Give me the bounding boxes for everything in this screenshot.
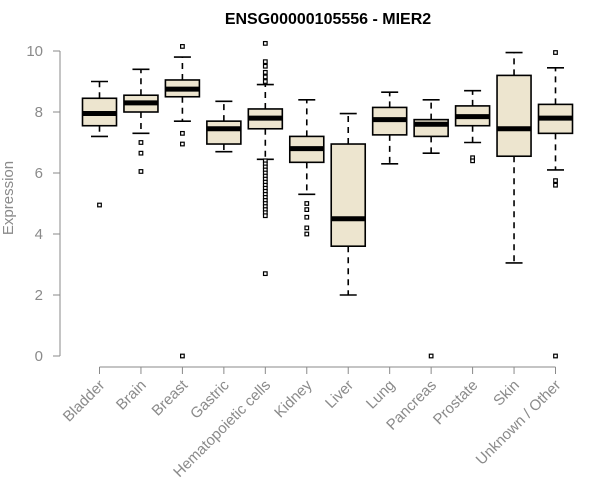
outlier-point bbox=[138, 169, 144, 174]
box-group bbox=[537, 50, 574, 359]
x-tick-label: Breast bbox=[149, 376, 192, 419]
y-tick-label: 2 bbox=[35, 287, 43, 304]
x-tick-label: Kidney bbox=[271, 376, 316, 421]
box-group bbox=[330, 112, 367, 296]
outlier-point bbox=[180, 353, 185, 359]
y-tick-label: 6 bbox=[35, 165, 43, 182]
y-tick-label: 0 bbox=[35, 348, 43, 365]
box bbox=[206, 120, 242, 145]
outlier-point bbox=[262, 59, 268, 65]
x-tick-label: Bladder bbox=[60, 377, 109, 426]
box-group bbox=[247, 40, 284, 277]
outlier-point bbox=[262, 63, 268, 69]
box-group bbox=[454, 89, 491, 164]
box-group bbox=[164, 44, 201, 359]
y-axis-label: Expression bbox=[0, 161, 17, 235]
outlier-point bbox=[262, 213, 268, 219]
outlier-point bbox=[180, 130, 185, 136]
outlier-point bbox=[262, 40, 268, 46]
outlier-point bbox=[304, 207, 310, 213]
box-group bbox=[371, 91, 408, 165]
y-axis: 0 2 4 6 8 10 bbox=[26, 43, 61, 365]
outlier-point bbox=[262, 79, 268, 84]
outlier-point bbox=[428, 353, 434, 359]
outlier-point bbox=[138, 140, 144, 145]
outlier-point bbox=[553, 353, 558, 359]
box-group bbox=[123, 68, 159, 174]
box-group bbox=[81, 80, 118, 208]
outlier-point bbox=[180, 44, 185, 49]
outlier-point bbox=[304, 231, 310, 237]
outlier-point bbox=[262, 74, 268, 80]
outlier-point bbox=[553, 178, 558, 184]
chart-title: ENSG00000105556 - MIER2 bbox=[225, 11, 431, 28]
outlier-point bbox=[138, 150, 144, 156]
box-group bbox=[413, 99, 449, 359]
outlier-point bbox=[262, 69, 268, 75]
box-group bbox=[496, 51, 532, 264]
outlier-point bbox=[553, 50, 558, 55]
y-tick-label: 4 bbox=[35, 226, 43, 243]
box-group bbox=[206, 100, 242, 153]
x-tick-label: Skin bbox=[490, 377, 523, 410]
box-group bbox=[288, 99, 325, 237]
outlier-point bbox=[262, 271, 268, 277]
y-tick-label: 10 bbox=[26, 43, 43, 60]
outlier-point bbox=[304, 201, 310, 206]
y-tick-label: 8 bbox=[35, 104, 43, 121]
box bbox=[496, 74, 532, 158]
x-tick-label: Liver bbox=[322, 377, 357, 412]
outlier-point bbox=[553, 182, 558, 188]
outlier-point bbox=[470, 158, 475, 164]
outlier-point bbox=[97, 202, 102, 208]
outlier-point bbox=[180, 141, 185, 147]
x-tick-label: Prostate bbox=[430, 377, 482, 429]
box bbox=[330, 143, 367, 247]
outlier-point bbox=[304, 214, 310, 220]
x-tick-label: Lung bbox=[363, 377, 399, 413]
outlier-point bbox=[304, 225, 310, 231]
x-tick-label: Brain bbox=[113, 377, 150, 414]
plot-area bbox=[81, 40, 574, 359]
